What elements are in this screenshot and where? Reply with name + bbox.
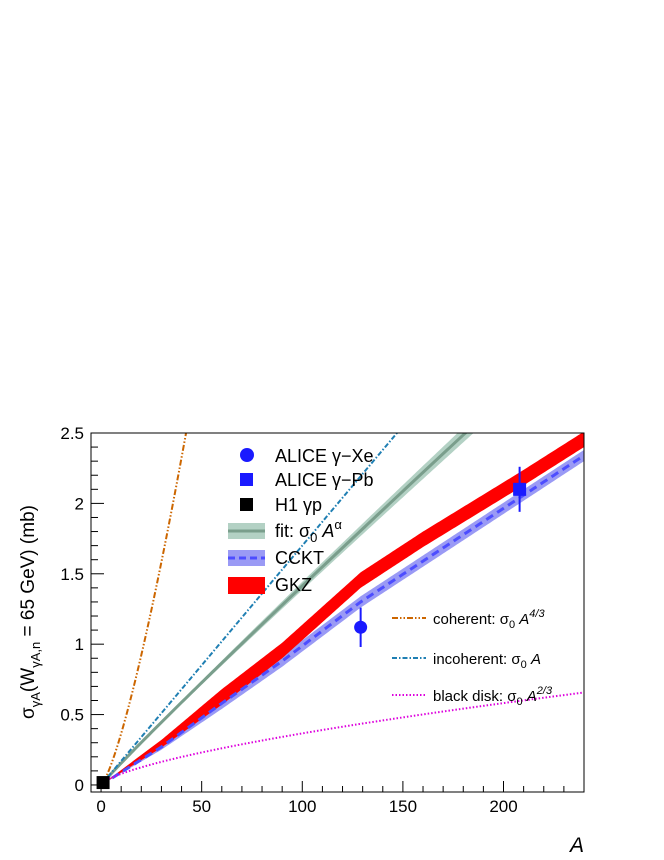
x-tick-label: 150 [389, 797, 417, 816]
plot-frame [90, 432, 585, 793]
cckt-line [100, 454, 584, 787]
plot-area [96, 433, 584, 790]
x-tick-label: 200 [489, 797, 517, 816]
legend-top: ALICE γ−Xe ALICE γ−Pb H1 γp fit: σ0 Aα C… [228, 446, 374, 595]
x-tick-label: 50 [192, 797, 211, 816]
legend-label-coherent: coherent: σ0 A4/3 [433, 608, 545, 631]
data-point [96, 776, 110, 790]
y-tick-label: 2 [75, 494, 84, 513]
legend-marker-h1 [240, 498, 253, 511]
x-tick-label: 100 [288, 797, 316, 816]
legend-marker-gkz [228, 577, 265, 594]
legend-label-gkz: GKZ [275, 575, 312, 595]
gkz-band [101, 433, 584, 785]
legend-label-alice-xe: ALICE γ−Xe [275, 446, 374, 466]
incoherent-curve [100, 433, 399, 786]
x-axis-label: A [568, 834, 584, 857]
y-axis-label: σγA(WγA,n = 65 GeV) (mb) [18, 505, 43, 719]
x-tick-label: 0 [96, 797, 105, 816]
legend-marker-alice-pb [240, 473, 253, 486]
legend-label-fit: fit: σ0 Aα [275, 517, 342, 545]
legend-label-cckt: CCKT [275, 548, 324, 568]
legend-label-h1: H1 γp [275, 495, 322, 515]
y-tick-label: 0.5 [60, 706, 84, 725]
coherent-curve [100, 433, 188, 786]
legend-marker-alice-xe [240, 448, 254, 462]
data-points [96, 466, 527, 790]
y-tick-label: 0 [75, 776, 84, 795]
legend-marker-cckt [228, 550, 265, 566]
axis-ticks: 0 50 100 150 200 0 0.5 1 1.5 2 2.5 [60, 424, 585, 816]
data-point [513, 482, 527, 496]
legend-label-incoherent: incoherent: σ0 A [433, 651, 541, 671]
legend-label-alice-pb: ALICE γ−Pb [275, 470, 374, 490]
y-tick-label: 1 [75, 635, 84, 654]
y-tick-label: 1.5 [60, 565, 84, 584]
black-disk-curve [100, 691, 584, 786]
fit-line [99, 433, 468, 786]
y-tick-label: 2.5 [60, 424, 84, 443]
legend-label-black-disk: black disk: σ0 A2/3 [433, 685, 553, 708]
data-point [354, 620, 368, 634]
legend-bottom: coherent: σ0 A4/3 incoherent: σ0 A black… [392, 608, 553, 708]
